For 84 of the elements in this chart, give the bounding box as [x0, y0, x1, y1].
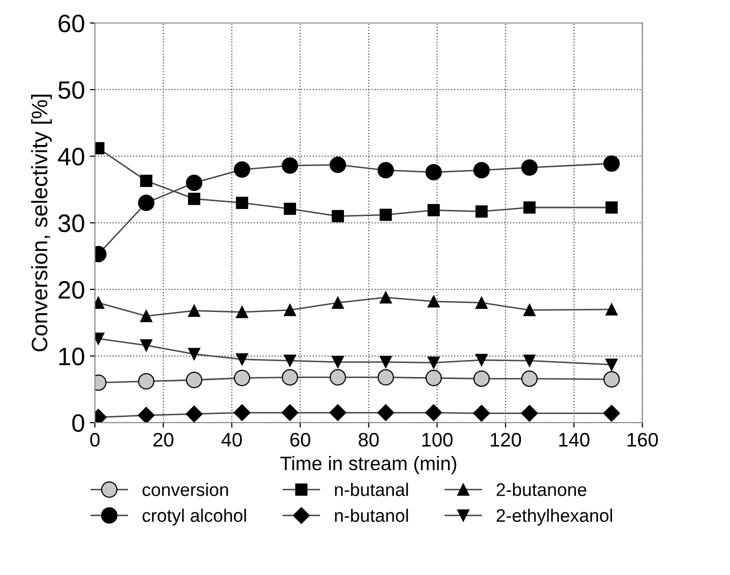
point — [140, 310, 152, 322]
point — [380, 291, 392, 304]
point — [428, 204, 440, 216]
x-tick-label: 40 — [221, 432, 242, 447]
point — [473, 404, 490, 422]
point — [330, 369, 346, 386]
point — [380, 208, 392, 221]
point — [284, 202, 296, 215]
x-tick-label: 100 — [422, 432, 453, 447]
point — [138, 194, 154, 212]
point — [234, 370, 250, 386]
x-tick-label: 80 — [358, 432, 379, 447]
point — [282, 404, 298, 422]
y-tick-label: 0 — [72, 414, 84, 432]
x-tick-label: 0 — [90, 432, 100, 447]
point — [282, 369, 298, 386]
point — [188, 304, 200, 317]
point — [236, 196, 248, 209]
point — [380, 356, 392, 368]
x-tick-label: 20 — [154, 432, 174, 447]
legend-label: crotyl alcohol — [142, 508, 246, 526]
y-tick-label: 30 — [58, 214, 84, 232]
point — [603, 404, 620, 422]
point — [330, 156, 346, 174]
point — [425, 404, 442, 422]
point — [605, 201, 618, 214]
point — [332, 296, 344, 309]
point — [521, 404, 538, 422]
point — [138, 406, 155, 423]
y-tick-label: 20 — [58, 281, 84, 299]
point — [378, 162, 394, 178]
x-tick-label: 120 — [490, 432, 521, 447]
y-tick-label: 60 — [58, 14, 84, 32]
point — [188, 192, 200, 205]
point — [234, 161, 250, 178]
point — [428, 295, 440, 308]
point — [186, 372, 202, 388]
point — [475, 354, 488, 366]
point — [332, 356, 344, 368]
point — [425, 370, 442, 386]
y-tick-label: 40 — [58, 148, 84, 166]
y-tick-label: 10 — [59, 348, 84, 366]
point — [234, 404, 250, 422]
legend-label: 2-ethylhexanol — [496, 508, 612, 526]
point — [332, 210, 344, 222]
point — [236, 353, 248, 366]
point — [523, 304, 536, 316]
point — [138, 373, 154, 390]
point — [603, 155, 620, 172]
point — [523, 201, 536, 214]
point — [284, 354, 296, 367]
point — [473, 370, 490, 387]
point — [140, 339, 152, 352]
point — [475, 296, 488, 309]
x-tick-label: 60 — [290, 432, 310, 447]
point — [377, 404, 394, 422]
x-axis-title: Time in stream (min) — [280, 456, 456, 474]
point — [605, 358, 618, 371]
point — [473, 162, 490, 178]
point — [236, 306, 248, 318]
point — [186, 174, 202, 192]
point — [523, 354, 536, 367]
legend-label: 2-butanone — [496, 482, 586, 496]
point — [282, 157, 298, 174]
point — [284, 304, 296, 316]
point — [186, 406, 203, 422]
x-tick-label: 160 — [628, 432, 658, 447]
point — [521, 159, 538, 176]
point — [425, 164, 442, 180]
point — [140, 174, 152, 187]
point — [329, 404, 346, 422]
y-tick-label: 50 — [58, 81, 84, 99]
x-tick-label: 140 — [559, 432, 590, 447]
legend-label: conversion — [142, 482, 228, 496]
point — [475, 205, 488, 218]
point — [521, 370, 538, 387]
legend-label: n-butanol — [335, 508, 408, 522]
y-axis-title: Conversion, selectivity [%] — [31, 94, 52, 352]
legend-label: n-butanal — [335, 482, 408, 496]
point — [605, 303, 618, 316]
point — [428, 356, 440, 369]
point — [378, 369, 394, 386]
point — [603, 371, 620, 388]
point — [188, 348, 200, 360]
